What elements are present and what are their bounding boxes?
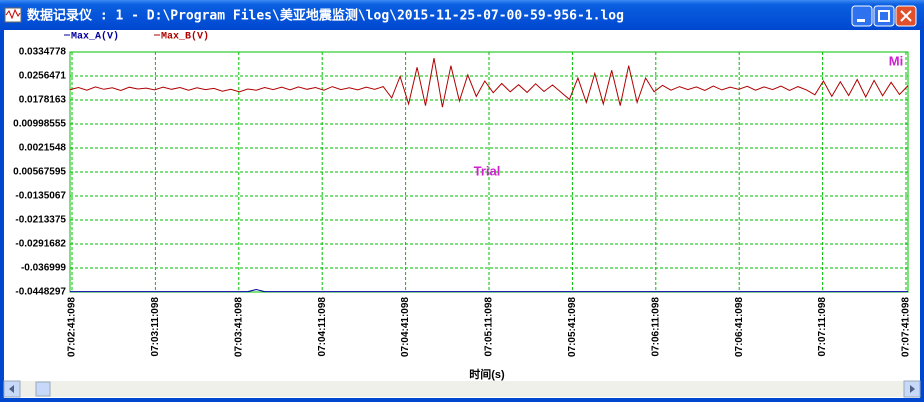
horizontal-scrollbar[interactable] <box>3 380 921 398</box>
y-tick-label: 0.00567595 <box>13 167 66 178</box>
x-tick-label: 07:05:41:098 <box>567 297 578 357</box>
watermark: Trial <box>474 163 501 178</box>
app-icon-wave <box>5 8 21 20</box>
y-tick-label: 0.00998555 <box>13 119 66 130</box>
series-line <box>69 58 909 108</box>
x-tick-label: 07:05:11:098 <box>484 297 495 357</box>
x-tick-label: 07:03:11:098 <box>150 297 161 357</box>
maximize-button[interactable] <box>873 5 895 27</box>
series-line <box>70 288 908 293</box>
x-tick-label: 07:04:41:098 <box>400 297 411 357</box>
x-tick-label: 07:03:41:098 <box>233 297 244 357</box>
y-tick-label: 0.0021548 <box>19 143 67 154</box>
y-tick-label: -0.0135067 <box>15 191 66 202</box>
plot: 0.0334778 0.0256471 0.0178163 0.00998555 0.0… <box>13 31 911 357</box>
x-tick-label: 07:07:11:098 <box>817 297 828 357</box>
y-tick-label: -0.0448297 <box>15 287 66 298</box>
y-tick-label: 0.0256471 <box>19 71 67 82</box>
y-tick-label: -0.036999 <box>21 263 66 274</box>
legend-label: Max_B(V) <box>161 31 209 43</box>
x-tick-label: 07:06:41:098 <box>734 297 745 357</box>
y-tick-label: 0.0334778 <box>19 47 67 58</box>
y-tick-label: -0.0291682 <box>15 239 66 250</box>
title-bar <box>0 0 924 30</box>
annotation: Mi <box>889 53 903 68</box>
legend-label: Max_A(V) <box>71 31 119 43</box>
x-tick-label: 07:04:11:098 <box>317 297 328 357</box>
x-tick-label: 07:06:11:098 <box>650 297 661 357</box>
close-button[interactable] <box>895 5 917 27</box>
x-tick-label: 07:07:41:098 <box>901 297 912 357</box>
minimize-button[interactable] <box>851 5 873 27</box>
y-tick-label: 0.0178163 <box>19 95 67 106</box>
window-title: 数据记录仪 : 1 - D:\Program Files\美亚地震监测\log\… <box>27 8 624 24</box>
y-tick-label: -0.0213375 <box>15 215 66 226</box>
client-area <box>4 30 920 398</box>
x-axis-label: 时间(s) <box>469 367 505 381</box>
x-tick-label: 07:02:41:098 <box>67 297 78 357</box>
